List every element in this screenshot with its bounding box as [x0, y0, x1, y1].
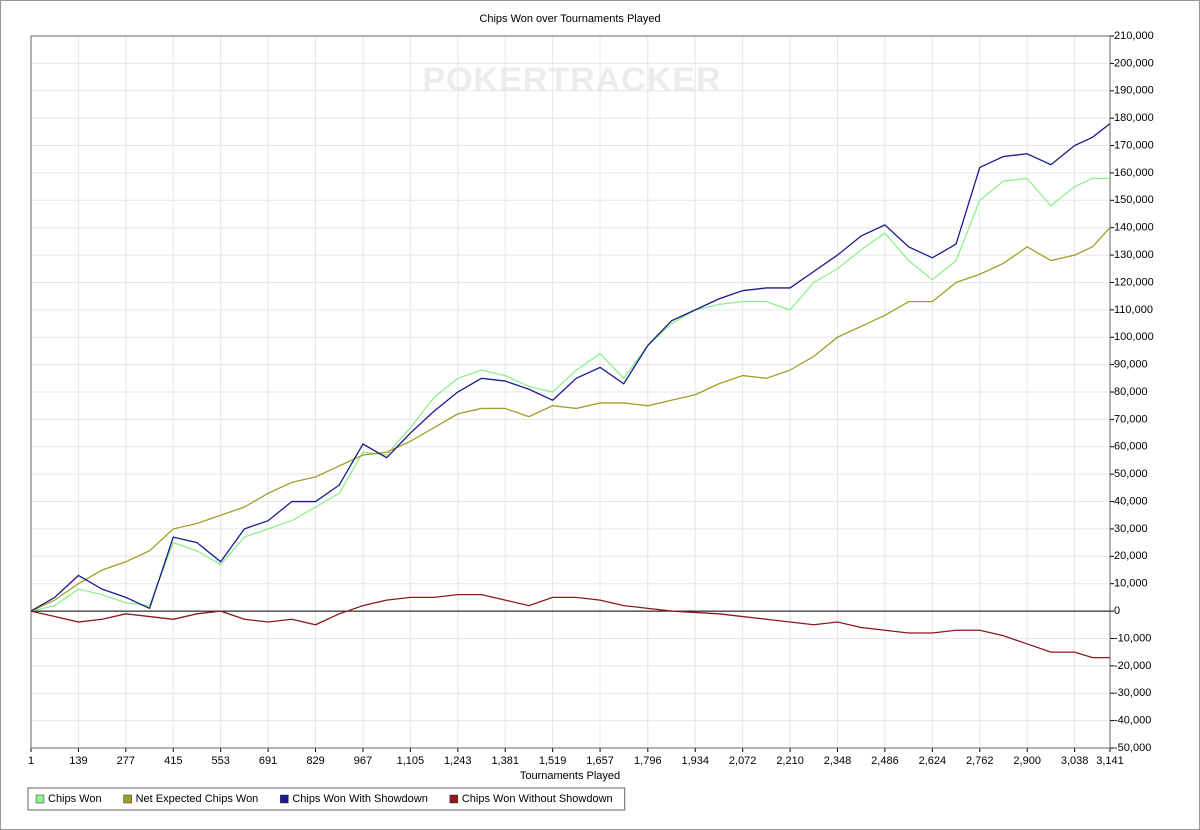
y-tick-label: 20,000 [1114, 550, 1148, 562]
legend-swatch [280, 794, 289, 804]
y-tick-label: 50,000 [1114, 468, 1148, 480]
y-tick-label: 190,000 [1114, 85, 1154, 97]
x-tick-label: 1,381 [491, 755, 519, 767]
x-tick-label: 3,038 [1061, 755, 1089, 767]
x-tick-label: 277 [117, 755, 135, 767]
y-tick-label: 90,000 [1114, 359, 1148, 371]
series-line [30, 227, 1111, 612]
y-tick-label: 150,000 [1114, 194, 1154, 206]
watermark: POKERTRACKER [422, 61, 721, 99]
y-tick-label: 130,000 [1114, 249, 1154, 261]
y-tick-label: 140,000 [1114, 222, 1154, 234]
x-tick-label: 829 [306, 755, 324, 767]
x-tick-label: 2,210 [776, 755, 804, 767]
x-tick-label: 691 [259, 755, 277, 767]
y-tick-label: 170,000 [1114, 139, 1154, 151]
y-tick-label: 60,000 [1114, 441, 1148, 453]
y-tick-label: 100,000 [1114, 331, 1154, 343]
x-tick-label: 1,657 [586, 755, 614, 767]
x-tick-label: 2,762 [966, 755, 994, 767]
x-tick-label: 1,796 [634, 755, 662, 767]
series-line [30, 123, 1111, 612]
x-tick-label: 1,105 [397, 755, 425, 767]
x-tick-label: 2,348 [824, 755, 852, 767]
series-line [30, 177, 1110, 612]
y-tick-label: 40,000 [1114, 495, 1148, 507]
legend-box [27, 787, 626, 811]
x-tick-label: 1 [28, 755, 34, 767]
y-tick-label: 210,000 [1114, 30, 1154, 42]
x-tick-label: 415 [164, 755, 182, 767]
legend: Chips Won Net Expected Chips Won Chips Won… [27, 787, 626, 811]
legend-label: Chips Won With Showdown [292, 793, 428, 805]
x-axis-label: Tournaments Played [520, 770, 620, 782]
y-tick-label: -20,000 [1114, 660, 1151, 672]
legend-swatch [35, 794, 45, 804]
y-tick-label: 80,000 [1114, 386, 1148, 398]
y-tick-label: 180,000 [1114, 112, 1154, 124]
y-tick-label: 110,000 [1114, 304, 1153, 316]
legend-swatch [123, 794, 132, 804]
y-tick-label: -30,000 [1114, 687, 1151, 699]
plot-area [30, 35, 1111, 749]
x-tick-label: 553 [212, 755, 230, 767]
x-tick-label: 2,486 [871, 755, 899, 767]
x-tick-label: 1,519 [539, 755, 567, 767]
x-tick-label: 2,900 [1013, 755, 1041, 767]
y-tick-label: -50,000 [1114, 742, 1151, 754]
y-tick-label: 70,000 [1114, 413, 1148, 425]
legend-swatch [449, 794, 459, 804]
legend-label: Chips Won Without Showdown [462, 793, 613, 805]
x-tick-label: 967 [354, 755, 372, 767]
y-tick-label: 30,000 [1114, 523, 1148, 535]
y-tick-label: 160,000 [1114, 167, 1154, 179]
x-tick-label: 1,243 [444, 755, 472, 767]
x-tick-label: 2,072 [729, 755, 757, 767]
chart-title: Chips Won over Tournaments Played [479, 13, 660, 25]
legend-label: Net Expected Chips Won [136, 793, 259, 805]
x-tick-label: 139 [69, 755, 87, 767]
y-tick-label: 10,000 [1114, 578, 1148, 590]
y-tick-label: -40,000 [1114, 715, 1151, 727]
y-tick-label: 200,000 [1114, 57, 1154, 69]
series-line [30, 594, 1110, 659]
y-tick-label: 120,000 [1114, 276, 1154, 288]
x-tick-label: 3,141 [1096, 755, 1124, 767]
x-tick-label: 2,624 [919, 755, 947, 767]
y-tick-label: -10,000 [1114, 632, 1151, 644]
y-tick-label: 0 [1114, 605, 1120, 617]
x-tick-label: 1,934 [681, 755, 709, 767]
legend-label: Chips Won [48, 793, 102, 805]
